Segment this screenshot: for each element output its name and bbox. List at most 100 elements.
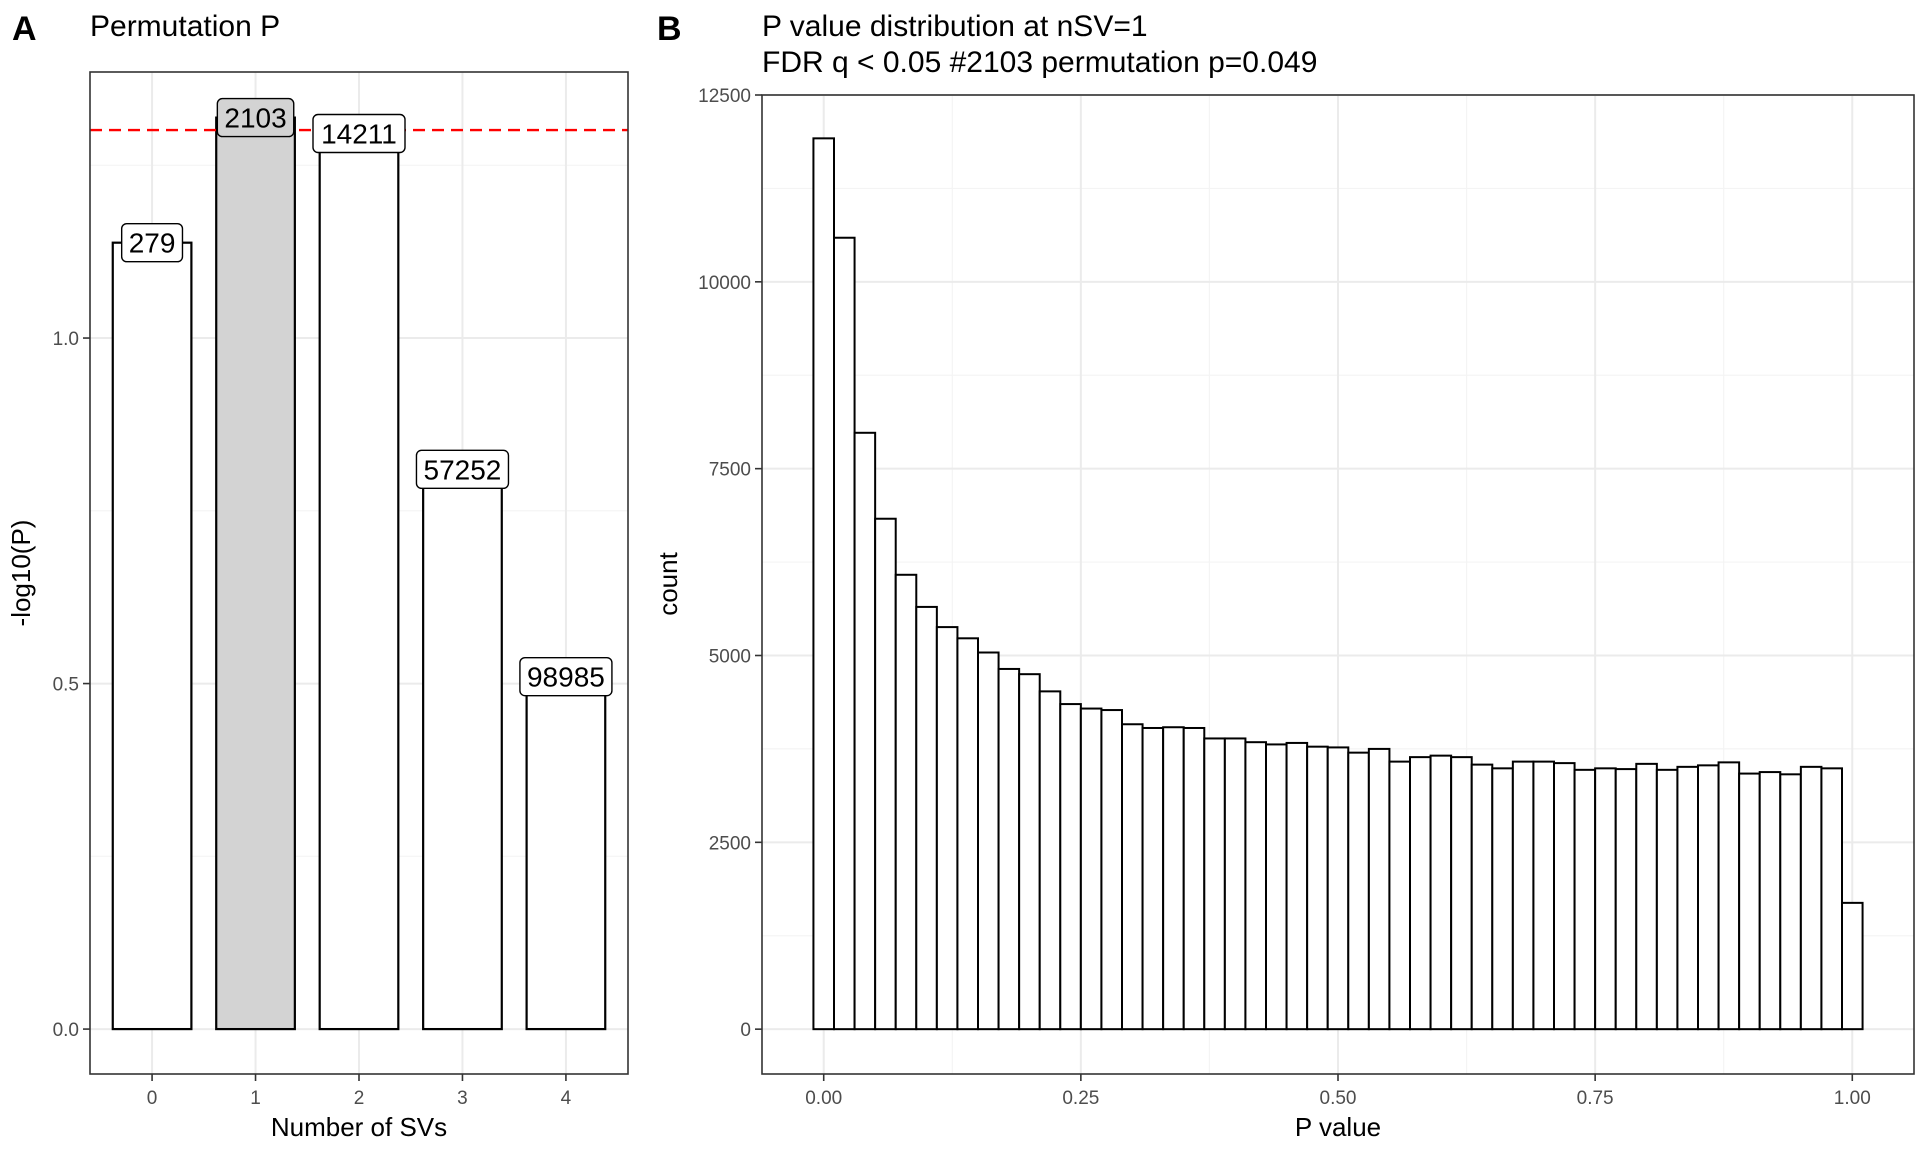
histogram-bar [1038, 690, 1062, 1031]
bar-label-2: 14211 [312, 113, 406, 154]
panel-a-letter: A [12, 10, 37, 48]
bar-label-text: 98985 [527, 662, 605, 693]
histogram-bar [1203, 737, 1226, 1031]
histogram-bar [1347, 751, 1370, 1031]
panel-a-x-axis-title: Number of SVs [271, 1112, 447, 1142]
panel-b-letter: B [657, 10, 682, 48]
histogram-bar [977, 651, 1000, 1031]
bar-label-box [519, 656, 613, 697]
histogram-bar [1779, 773, 1802, 1031]
panel-a-bars [111, 116, 607, 1031]
histogram-bar [1511, 760, 1535, 1031]
histogram-bar [1676, 765, 1700, 1031]
histogram-bar [1100, 709, 1124, 1031]
bar-label-0: 279 [120, 222, 184, 263]
histogram-bar [1326, 746, 1350, 1031]
histogram-bar [1367, 747, 1391, 1031]
histogram-bar [1306, 745, 1329, 1031]
y-tick-label: 1.0 [53, 329, 79, 350]
panel-a-bar-labels: 279 2103 14211 57252 98985 [120, 97, 613, 697]
histogram-bar [935, 626, 959, 1031]
x-tick-label: 1.00 [1834, 1088, 1871, 1109]
histogram-bar [1244, 741, 1268, 1031]
bar-2 [318, 132, 400, 1031]
bar-1 [215, 116, 296, 1031]
x-tick-label: 0 [147, 1088, 158, 1109]
histogram-bar [833, 236, 856, 1031]
y-tick-label: 12500 [698, 86, 751, 107]
y-tick-label: 5000 [709, 646, 751, 667]
bar-0 [111, 241, 193, 1031]
histogram-bar [1758, 771, 1782, 1031]
histogram-bar [812, 137, 836, 1031]
bar-label-box [216, 97, 295, 138]
histogram-bar [1141, 726, 1165, 1031]
bar-4 [525, 675, 607, 1031]
histogram-bar [1614, 768, 1638, 1031]
y-tick-label: 0.0 [53, 1020, 79, 1041]
x-tick-label: 0.00 [805, 1088, 842, 1109]
histogram-bar [997, 667, 1021, 1031]
histogram-bar [1265, 743, 1288, 1031]
histogram-bar [853, 431, 877, 1031]
histogram-bar [1470, 763, 1494, 1031]
bar-label-box [120, 222, 184, 263]
bar-label-4: 98985 [519, 656, 613, 697]
histogram-bar [915, 605, 938, 1031]
x-tick-label: 4 [561, 1088, 572, 1109]
histogram-bar [1429, 754, 1453, 1031]
x-tick-label: 2 [354, 1088, 365, 1109]
y-tick-label: 10000 [698, 273, 751, 294]
panel-a-title: Permutation P [90, 10, 280, 43]
x-tick-label: 1 [250, 1088, 261, 1109]
histogram-bar [1491, 767, 1514, 1031]
y-tick-label: 0.5 [53, 675, 79, 696]
panel-b-y-axis-title: count [653, 551, 683, 615]
histogram-bar [1553, 762, 1576, 1031]
panel-a-y-axis-title: -log10(P) [6, 520, 36, 627]
panel-b-x-axis-title: P value [1295, 1112, 1381, 1142]
x-tick-label: 3 [457, 1088, 468, 1109]
histogram-bar [1018, 673, 1041, 1031]
panel-b-histogram-bars [812, 137, 1864, 1031]
panel-b-y-axis: 0 2500 5000 7500 10000 12500 [698, 86, 762, 1041]
histogram-bar [1182, 726, 1206, 1031]
histogram-bar [1532, 760, 1556, 1031]
histogram-bar [1162, 726, 1185, 1031]
histogram-bar [1738, 772, 1761, 1031]
panel-b-subtitle: FDR q < 0.05 #2103 permutation p=0.049 [762, 46, 1317, 79]
y-tick-label: 7500 [709, 460, 751, 481]
histogram-bar [1079, 707, 1103, 1031]
histogram-bar [1594, 767, 1617, 1031]
histogram-bar [1223, 737, 1247, 1031]
bar-label-text: 279 [129, 228, 176, 259]
x-tick-label: 0.25 [1062, 1088, 1099, 1109]
histogram-bar [1697, 764, 1720, 1031]
histogram-bar [1059, 703, 1082, 1031]
histogram-bar [1450, 756, 1473, 1031]
histogram-bar [1820, 767, 1844, 1031]
histogram-bar [1655, 768, 1679, 1031]
histogram-bar [1799, 765, 1823, 1031]
x-tick-label: 0.75 [1577, 1088, 1614, 1109]
histogram-bar [874, 517, 897, 1031]
histogram-bar [1635, 762, 1658, 1031]
y-tick-label: 0 [740, 1020, 751, 1041]
histogram-bar [956, 637, 980, 1031]
histogram-bar [894, 573, 918, 1031]
bar-label-1: 2103 [216, 97, 295, 138]
panel-b: B P value distribution at nSV=1 FDR q < … [653, 10, 1915, 1142]
histogram-bar [1285, 741, 1309, 1031]
bar-label-box [312, 113, 406, 154]
x-tick-label: 0.50 [1320, 1088, 1357, 1109]
histogram-bar [1841, 901, 1864, 1031]
histogram-bar [1717, 761, 1741, 1031]
bar-label-text: 57252 [424, 454, 502, 485]
histogram-bar [1573, 768, 1597, 1031]
y-tick-label: 2500 [709, 833, 751, 854]
panel-a-y-axis: 0.0 0.5 1.0 [53, 329, 90, 1041]
panel-a-x-axis: 0 1 2 3 4 [147, 1074, 572, 1109]
bar-label-text: 14211 [321, 119, 397, 150]
